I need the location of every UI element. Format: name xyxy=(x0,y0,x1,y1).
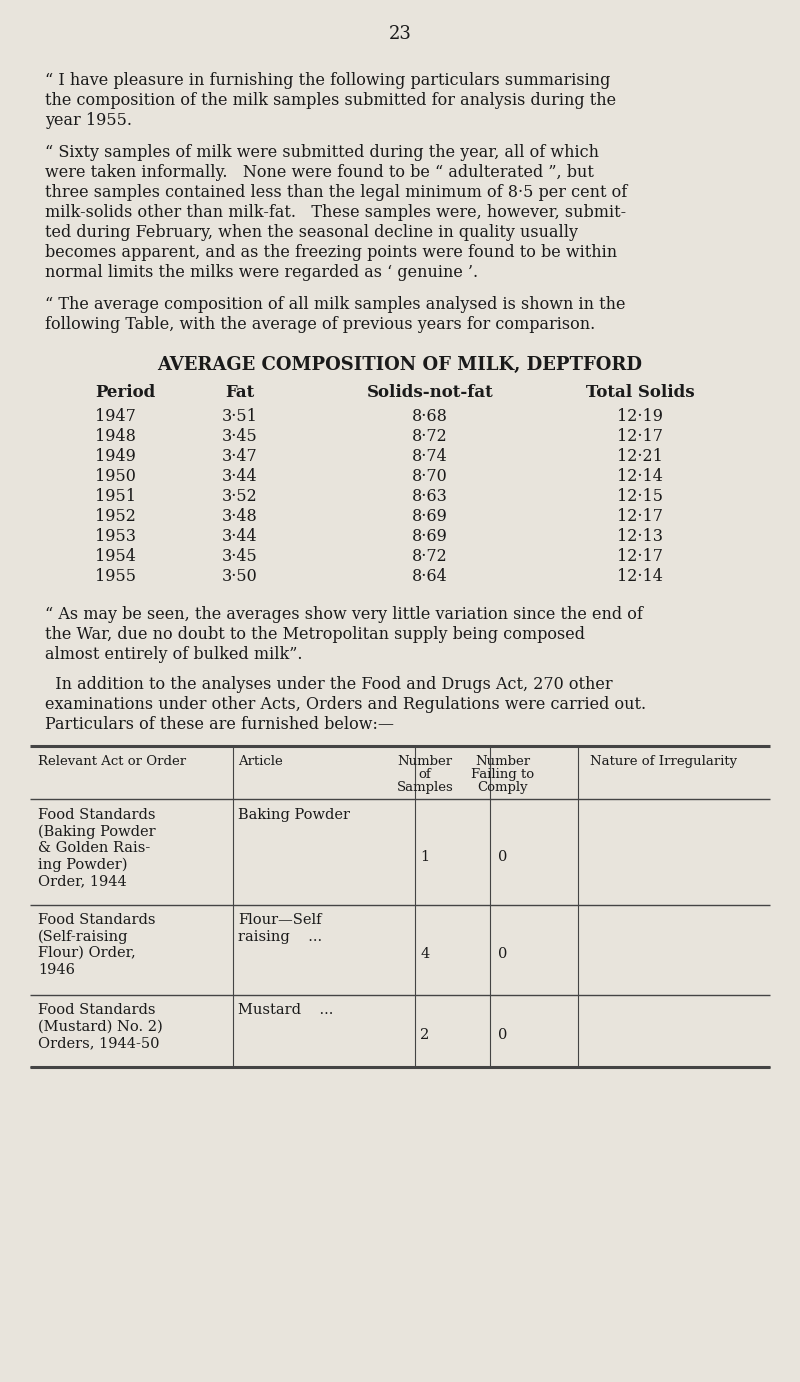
Text: Orders, 1944-50: Orders, 1944-50 xyxy=(38,1036,159,1050)
Text: 8·69: 8·69 xyxy=(412,509,448,525)
Text: 12·13: 12·13 xyxy=(617,528,663,545)
Text: Order, 1944: Order, 1944 xyxy=(38,873,126,889)
Text: the War, due no doubt to the Metropolitan supply being composed: the War, due no doubt to the Metropolita… xyxy=(45,626,585,643)
Text: Food Standards: Food Standards xyxy=(38,808,155,822)
Text: raising    ...: raising ... xyxy=(238,930,322,944)
Text: In addition to the analyses under the Food and Drugs Act, 270 other: In addition to the analyses under the Fo… xyxy=(45,676,613,692)
Text: 12·14: 12·14 xyxy=(617,468,663,485)
Text: Failing to: Failing to xyxy=(471,768,534,781)
Text: ing Powder): ing Powder) xyxy=(38,857,127,872)
Text: Samples: Samples xyxy=(397,781,454,795)
Text: Solids-not-fat: Solids-not-fat xyxy=(366,384,494,401)
Text: Food Standards: Food Standards xyxy=(38,914,155,927)
Text: Flour) Order,: Flour) Order, xyxy=(38,947,136,960)
Text: “ As may be seen, the averages show very little variation since the end of: “ As may be seen, the averages show very… xyxy=(45,605,643,623)
Text: 0: 0 xyxy=(498,947,508,960)
Text: 8·69: 8·69 xyxy=(412,528,448,545)
Text: Food Standards: Food Standards xyxy=(38,1003,155,1017)
Text: 1951: 1951 xyxy=(95,488,136,504)
Text: (Self-raising: (Self-raising xyxy=(38,930,129,944)
Text: 1953: 1953 xyxy=(95,528,136,545)
Text: 3·50: 3·50 xyxy=(222,568,258,585)
Text: Number: Number xyxy=(475,755,530,768)
Text: 2: 2 xyxy=(420,1028,430,1042)
Text: 8·63: 8·63 xyxy=(412,488,448,504)
Text: ted during February, when the seasonal decline in quality usually: ted during February, when the seasonal d… xyxy=(45,224,578,240)
Text: 1: 1 xyxy=(421,850,430,864)
Text: Article: Article xyxy=(238,755,282,768)
Text: 0: 0 xyxy=(498,850,508,864)
Text: examinations under other Acts, Orders and Regulations were carried out.: examinations under other Acts, Orders an… xyxy=(45,697,646,713)
Text: Relevant Act or Order: Relevant Act or Order xyxy=(38,755,186,768)
Text: three samples contained less than the legal minimum of 8·5 per cent of: three samples contained less than the le… xyxy=(45,184,627,200)
Text: Mustard    ...: Mustard ... xyxy=(238,1003,334,1017)
Text: 12·15: 12·15 xyxy=(617,488,663,504)
Text: Number: Number xyxy=(398,755,453,768)
Text: of: of xyxy=(418,768,431,781)
Text: 3·44: 3·44 xyxy=(222,468,258,485)
Text: normal limits the milks were regarded as ‘ genuine ’.: normal limits the milks were regarded as… xyxy=(45,264,478,281)
Text: “ The average composition of all milk samples analysed is shown in the: “ The average composition of all milk sa… xyxy=(45,296,626,312)
Text: 1952: 1952 xyxy=(95,509,136,525)
Text: 1950: 1950 xyxy=(95,468,136,485)
Text: year 1955.: year 1955. xyxy=(45,112,132,129)
Text: 12·17: 12·17 xyxy=(617,509,663,525)
Text: 3·51: 3·51 xyxy=(222,408,258,426)
Text: Fat: Fat xyxy=(226,384,254,401)
Text: 12·17: 12·17 xyxy=(617,428,663,445)
Text: 1948: 1948 xyxy=(95,428,136,445)
Text: were taken informally.   None were found to be “ adulterated ”, but: were taken informally. None were found t… xyxy=(45,164,594,181)
Text: 8·64: 8·64 xyxy=(412,568,448,585)
Text: Period: Period xyxy=(95,384,155,401)
Text: “ I have pleasure in furnishing the following particulars summarising: “ I have pleasure in furnishing the foll… xyxy=(45,72,610,88)
Text: 3·52: 3·52 xyxy=(222,488,258,504)
Text: almost entirely of bulked milk”.: almost entirely of bulked milk”. xyxy=(45,645,302,663)
Text: 1946: 1946 xyxy=(38,962,75,977)
Text: Comply: Comply xyxy=(478,781,528,795)
Text: 8·68: 8·68 xyxy=(412,408,448,426)
Text: 0: 0 xyxy=(498,1028,508,1042)
Text: 8·74: 8·74 xyxy=(412,448,448,464)
Text: 23: 23 xyxy=(389,25,411,43)
Text: 3·44: 3·44 xyxy=(222,528,258,545)
Text: Baking Powder: Baking Powder xyxy=(238,808,350,822)
Text: Nature of Irregularity: Nature of Irregularity xyxy=(590,755,737,768)
Text: 12·21: 12·21 xyxy=(617,448,663,464)
Text: following Table, with the average of previous years for comparison.: following Table, with the average of pre… xyxy=(45,316,595,333)
Text: (Mustard) No. 2): (Mustard) No. 2) xyxy=(38,1020,162,1034)
Text: 3·48: 3·48 xyxy=(222,509,258,525)
Text: 8·72: 8·72 xyxy=(412,428,448,445)
Text: & Golden Rais-: & Golden Rais- xyxy=(38,842,150,855)
Text: 4: 4 xyxy=(420,947,430,960)
Text: becomes apparent, and as the freezing points were found to be within: becomes apparent, and as the freezing po… xyxy=(45,245,617,261)
Text: 3·45: 3·45 xyxy=(222,549,258,565)
Text: Particulars of these are furnished below:—: Particulars of these are furnished below… xyxy=(45,716,394,732)
Text: 12·14: 12·14 xyxy=(617,568,663,585)
Text: AVERAGE COMPOSITION OF MILK, DEPTFORD: AVERAGE COMPOSITION OF MILK, DEPTFORD xyxy=(158,357,642,375)
Text: Flour—Self: Flour—Self xyxy=(238,914,322,927)
Text: 8·72: 8·72 xyxy=(412,549,448,565)
Text: Total Solids: Total Solids xyxy=(586,384,694,401)
Text: 3·47: 3·47 xyxy=(222,448,258,464)
Text: “ Sixty samples of milk were submitted during the year, all of which: “ Sixty samples of milk were submitted d… xyxy=(45,144,599,160)
Text: 12·19: 12·19 xyxy=(617,408,663,426)
Text: 1949: 1949 xyxy=(95,448,136,464)
Text: 8·70: 8·70 xyxy=(412,468,448,485)
Text: the composition of the milk samples submitted for analysis during the: the composition of the milk samples subm… xyxy=(45,93,616,109)
Text: milk-solids other than milk-fat.   These samples were, however, submit-: milk-solids other than milk-fat. These s… xyxy=(45,205,626,221)
Text: 1947: 1947 xyxy=(95,408,136,426)
Text: 1955: 1955 xyxy=(95,568,136,585)
Text: 3·45: 3·45 xyxy=(222,428,258,445)
Text: (Baking Powder: (Baking Powder xyxy=(38,825,156,839)
Text: 1954: 1954 xyxy=(95,549,136,565)
Text: 12·17: 12·17 xyxy=(617,549,663,565)
